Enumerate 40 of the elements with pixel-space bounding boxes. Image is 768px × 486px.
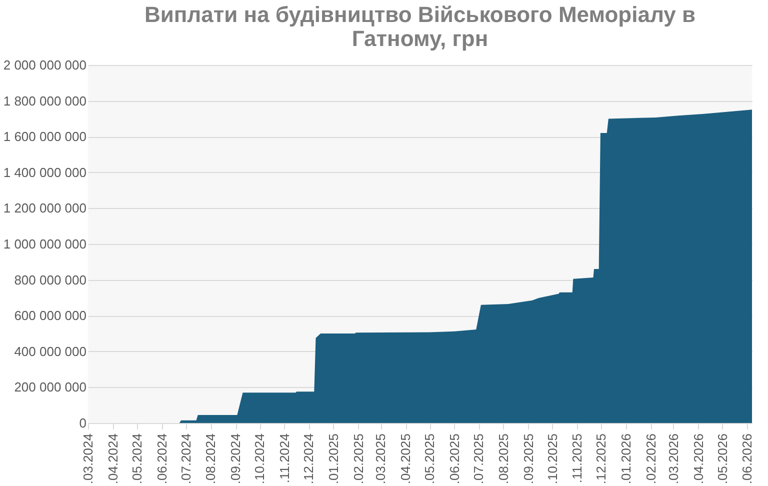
x-tick-label: .05.2025 (422, 434, 438, 484)
y-tick-label: 1 200 000 000 (3, 200, 86, 216)
x-tick-label: .02.2025 (350, 434, 366, 484)
x-tick-label: .05.2024 (129, 434, 144, 484)
y-tick-label: 1 000 000 000 (3, 236, 86, 252)
y-tick-label: 0 (79, 416, 86, 430)
x-tick-label: .12.2025 (594, 434, 609, 484)
x-tick-label: .10.2024 (252, 434, 268, 484)
x-tick-label: .01.2025 (326, 434, 341, 484)
y-tick-label: 1 400 000 000 (3, 164, 86, 180)
y-tick-label: 1 800 000 000 (3, 93, 86, 108)
y-tick-label: 200 000 000 (14, 380, 86, 395)
x-tick-label: .03.2025 (373, 434, 388, 484)
x-tick-label: .05.2026 (714, 434, 730, 484)
x-tick-label: .04.2024 (105, 434, 120, 484)
x-tick-label: .06.2025 (446, 434, 462, 484)
x-tick-label: .07.2024 (178, 434, 194, 484)
x-tick-label: .07.2025 (471, 434, 486, 484)
y-tick-label: 1 600 000 000 (3, 129, 86, 144)
x-tick-label: .09.2024 (228, 434, 244, 484)
x-tick-label: .11.2025 (570, 434, 585, 484)
x-tick-label: .01.2026 (618, 434, 634, 484)
x-tick-label: .12.2024 (301, 434, 316, 484)
x-tick-label: .08.2024 (203, 434, 218, 484)
y-tick-label: 800 000 000 (14, 272, 86, 288)
x-tick-label: .09.2025 (520, 434, 536, 484)
x-tick-label: .06.2024 (154, 434, 170, 484)
chart-title: Виплати на будівництво Військового Меморіалу в Гатному, грн (144, 2, 696, 51)
x-tick-label: .08.2025 (496, 434, 511, 484)
y-tick-label: 600 000 000 (14, 308, 86, 324)
x-tick-label: .03.2026 (666, 434, 681, 484)
y-tick-label: 400 000 000 (14, 344, 86, 359)
x-tick-label: .04.2025 (398, 434, 414, 484)
x-tick-label: .04.2026 (690, 434, 706, 484)
y-tick-label: 2 000 000 000 (3, 58, 86, 72)
x-tick-label: .10.2025 (544, 434, 560, 484)
x-tick-label: .11.2024 (276, 434, 292, 484)
x-tick-label: .02.2026 (643, 434, 658, 484)
x-tick-label: .06.2026 (740, 434, 755, 484)
x-tick-label: .03.2024 (80, 434, 96, 484)
